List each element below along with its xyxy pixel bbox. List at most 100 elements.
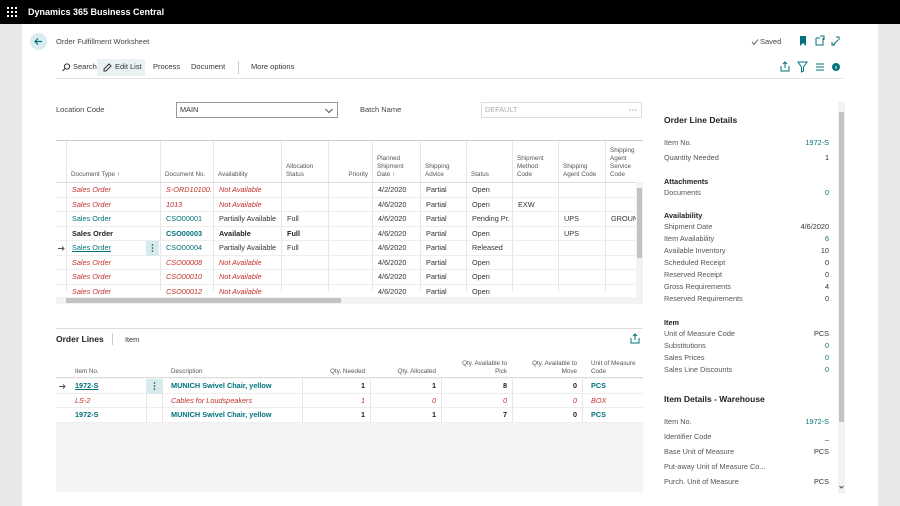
grid-cell[interactable]: CSO00012 — [166, 286, 203, 296]
field-label: Item No. — [664, 417, 692, 426]
v-scrollbar-thumb[interactable] — [637, 188, 642, 258]
line-cell: 8 — [502, 381, 507, 390]
line-cell[interactable]: 1972-S — [75, 381, 99, 390]
field-value: 0 — [824, 258, 829, 267]
field-value[interactable]: 0 — [824, 365, 829, 374]
action-button[interactable]: Process — [153, 62, 181, 71]
column-header[interactable]: Unit of Measure Code — [582, 358, 643, 378]
row-menu-button[interactable] — [147, 379, 162, 394]
row-menu-button[interactable] — [146, 241, 159, 256]
field-value[interactable]: 1972-S — [805, 417, 829, 426]
grid-cell[interactable]: S-ORD101001 — [166, 185, 211, 194]
line-cell[interactable]: LS-2 — [75, 395, 91, 405]
line-cell: 1 — [360, 410, 365, 419]
order-lines-tab[interactable]: Item — [125, 335, 140, 344]
grid-cell[interactable]: CSO00003 — [166, 228, 203, 238]
column-separator — [372, 141, 373, 291]
field-value[interactable]: 0 — [824, 341, 829, 350]
line-cell: MUNICH Swivel Chair, yellow — [171, 381, 272, 390]
column-header[interactable]: Availability — [213, 141, 281, 182]
column-header[interactable]: Shipment Method Code — [512, 141, 558, 182]
column-header[interactable]: Priority — [328, 141, 372, 182]
line-cell[interactable]: 1972-S — [75, 410, 99, 419]
line-row[interactable]: 1972-S MUNICH Swivel Chair, yellow 1 1 7 0 PCS — [56, 408, 643, 423]
filter-input[interactable]: DEFAULT — [481, 102, 642, 118]
grid-cell[interactable]: Sales Order — [72, 243, 111, 252]
column-header[interactable]: Shipping Advice — [420, 141, 466, 182]
column-header[interactable]: Description — [162, 358, 302, 378]
field-value[interactable]: 0 — [824, 353, 829, 362]
back-button[interactable] — [30, 33, 47, 50]
grid-cell[interactable]: Sales Order — [72, 185, 111, 194]
grid-row[interactable]: Sales Order CSO00010 Not Available 4/6/2020… — [56, 270, 636, 285]
column-header-text: Availability — [218, 171, 248, 178]
toolbar-icons[interactable] — [779, 61, 843, 73]
filter-input[interactable]: MAIN — [176, 102, 338, 118]
column-header[interactable]: Shipping Agent Service Code — [605, 141, 643, 182]
grid-cell: 4/6/2020 — [378, 228, 407, 238]
grid-cell: Not Available — [219, 199, 262, 209]
line-row[interactable]: LS-2 Cables for Loudspeakers 1 0 0 0 BOX — [56, 393, 643, 408]
header-divider — [56, 182, 636, 183]
column-header[interactable]: Shipping Agent Code — [558, 141, 605, 182]
column-header[interactable]: Document Type ↑ — [66, 141, 160, 182]
grid-cell[interactable]: CSO00004 — [166, 243, 203, 252]
grid-row[interactable]: Sales Order S-ORD101001 Not Available 4/2/2… — [56, 183, 636, 198]
waffle-icon[interactable] — [7, 7, 17, 17]
grid-cell[interactable]: CSO00008 — [166, 257, 203, 267]
h-scrollbar-thumb[interactable] — [66, 298, 341, 303]
field-value[interactable]: 0 — [824, 188, 829, 197]
action-button[interactable]: Edit List — [115, 62, 142, 71]
grid-cell[interactable]: CSO00010 — [166, 272, 203, 281]
grid-cell[interactable]: Sales Order — [72, 199, 111, 209]
grid-cell[interactable]: Sales Order — [72, 272, 111, 281]
column-header[interactable]: Qty. Allocated — [370, 358, 441, 378]
column-header[interactable]: Item No. — [66, 358, 146, 378]
grid-cell: Open — [472, 199, 490, 209]
grid-cell[interactable]: Sales Order — [72, 214, 111, 223]
action-button[interactable]: More options — [251, 62, 295, 71]
action-button[interactable]: Search — [73, 62, 97, 71]
field-label: Sales Line Discounts — [664, 365, 733, 374]
field-value: PCS — [813, 477, 829, 486]
field-value[interactable]: 6 — [824, 234, 829, 243]
field-value[interactable]: 1972-S — [805, 138, 829, 147]
grid-cell[interactable]: 1013 — [166, 199, 183, 209]
action-button[interactable]: Document — [191, 62, 226, 71]
grid-cell: Partially Available — [219, 243, 277, 252]
grid-cell: Open — [472, 286, 490, 296]
column-separator — [370, 393, 371, 408]
field-label: Identifier Code — [664, 432, 712, 441]
grid-row[interactable]: Sales Order CSO00001 Partially Available Fu… — [56, 212, 638, 227]
grid-cell[interactable]: Sales Order — [72, 257, 111, 267]
column-header[interactable]: Planned Shipment Date ↑ — [372, 141, 420, 182]
header-icons[interactable] — [798, 35, 843, 47]
column-separator — [512, 379, 513, 394]
grid-cell[interactable]: Sales Order — [72, 228, 113, 238]
grid-cell: Full — [287, 243, 299, 252]
column-separator — [66, 141, 67, 291]
grid-row[interactable]: Sales Order 1013 Not Available 4/6/2020 Part… — [56, 198, 636, 212]
column-separator — [605, 141, 606, 291]
column-header[interactable]: Qty. Available to Pick — [441, 358, 512, 378]
column-header[interactable]: Allocation Status — [281, 141, 328, 182]
grid-row[interactable]: Sales Order CSO00004 Partially Available Fu… — [56, 241, 636, 256]
grid-cell: 4/2/2020 — [378, 185, 407, 194]
column-header[interactable]: Qty. Needed — [302, 358, 370, 378]
factbox-scroll-thumb[interactable] — [839, 112, 844, 422]
column-separator — [146, 379, 147, 394]
column-header[interactable]: Qty. Available to Move — [512, 358, 582, 378]
grid-cell[interactable]: Sales Order — [72, 286, 111, 296]
column-header[interactable]: Document No. — [160, 141, 213, 182]
grid-row[interactable]: Sales Order CSO00003 Available Full 4/6/2020… — [56, 227, 636, 241]
column-header-text: Item No. — [75, 368, 99, 375]
field-value: 1 — [824, 153, 829, 162]
grid-row[interactable]: Sales Order CSO00008 Not Available 4/6/2020… — [56, 256, 636, 270]
grid-cell: GROUN — [611, 214, 639, 223]
scroll-arrow — [839, 485, 844, 489]
column-separator — [582, 379, 583, 394]
column-header[interactable]: Status — [466, 141, 512, 182]
grid-cell[interactable]: CSO00001 — [166, 214, 203, 223]
line-row[interactable]: 1972-S MUNICH Swivel Chair, yellow 1 1 8 0 PCS — [56, 379, 643, 394]
